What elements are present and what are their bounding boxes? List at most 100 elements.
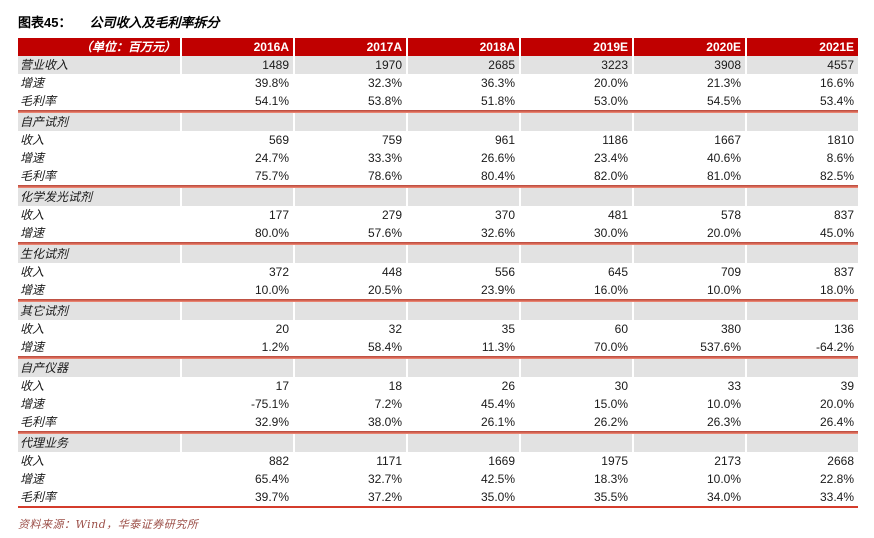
- empty-cell: [180, 434, 293, 452]
- value-cell: 32.7%: [293, 470, 406, 488]
- section-separator-line: [18, 185, 858, 188]
- empty-cell: [519, 302, 632, 320]
- value-cell: 10.0%: [632, 281, 745, 299]
- data-row: 收入 882 1171 1669 1975 2173 2668: [18, 452, 858, 470]
- row-label: 收入: [20, 322, 45, 336]
- value-cell: 578: [632, 206, 745, 224]
- value-cell: 1975: [519, 452, 632, 470]
- year-header-2017a: 2017A: [293, 38, 406, 56]
- value-cell: 60: [519, 320, 632, 338]
- value-cell: 33.3%: [293, 149, 406, 167]
- value-cell: 370: [406, 206, 519, 224]
- value-cell: 10.0%: [632, 395, 745, 413]
- data-row: 增速 24.7% 33.3% 26.6% 23.4% 40.6% 8.6%: [18, 149, 858, 167]
- data-row: 增速 1.2% 58.4% 11.3% 70.0% 537.6% -64.2%: [18, 338, 858, 356]
- row-label: 毛利率: [20, 94, 57, 108]
- section-header-row: 自产试剂: [18, 113, 858, 131]
- value-cell: 961: [406, 131, 519, 149]
- value-cell: 58.4%: [293, 338, 406, 356]
- value-cell: 23.9%: [406, 281, 519, 299]
- row-label: 增速: [20, 151, 45, 165]
- data-row: 收入 17 18 26 30 33 39: [18, 377, 858, 395]
- empty-cell: [293, 188, 406, 206]
- empty-cell: [745, 188, 858, 206]
- empty-cell: [293, 245, 406, 263]
- value-cell: 32: [293, 320, 406, 338]
- data-row: 收入 372 448 556 645 709 837: [18, 263, 858, 281]
- section-separator-line: [18, 242, 858, 245]
- value-cell: 17: [180, 377, 293, 395]
- data-row: 营业收入 1489 1970 2685 3223 3908 4557: [18, 56, 858, 74]
- empty-cell: [293, 359, 406, 377]
- value-cell: 18: [293, 377, 406, 395]
- value-cell: 759: [293, 131, 406, 149]
- row-label: 增速: [20, 340, 45, 354]
- value-cell: 556: [406, 263, 519, 281]
- section-separator: [18, 242, 858, 245]
- year-header-2016a: 2016A: [180, 38, 293, 56]
- value-cell: 3223: [519, 56, 632, 74]
- empty-cell: [406, 359, 519, 377]
- year-header-2020e: 2020E: [632, 38, 745, 56]
- value-cell: 16.6%: [745, 74, 858, 92]
- empty-cell: [519, 245, 632, 263]
- value-cell: 32.3%: [293, 74, 406, 92]
- value-cell: 34.0%: [632, 488, 745, 506]
- value-cell: 40.6%: [632, 149, 745, 167]
- value-cell: 448: [293, 263, 406, 281]
- empty-cell: [632, 188, 745, 206]
- value-cell: 33: [632, 377, 745, 395]
- empty-cell: [293, 302, 406, 320]
- revenue-margin-table: （单位：百万元） 2016A 2017A 2018A 2019E 2020E 2…: [18, 38, 858, 508]
- value-cell: 10.0%: [632, 470, 745, 488]
- value-cell: 21.3%: [632, 74, 745, 92]
- section-header-row: 生化试剂: [18, 245, 858, 263]
- value-cell: 709: [632, 263, 745, 281]
- empty-cell: [632, 113, 745, 131]
- section-header-row: 其它试剂: [18, 302, 858, 320]
- value-cell: 33.4%: [745, 488, 858, 506]
- value-cell: 35.5%: [519, 488, 632, 506]
- row-label: 收入: [20, 454, 45, 468]
- section-title: 生化试剂: [18, 245, 180, 263]
- data-row: 增速 80.0% 57.6% 32.6% 30.0% 20.0% 45.0%: [18, 224, 858, 242]
- value-cell: 1.2%: [180, 338, 293, 356]
- year-header-2018a: 2018A: [406, 38, 519, 56]
- empty-cell: [745, 434, 858, 452]
- row-label: 毛利率: [20, 169, 57, 183]
- row-label: 收入: [20, 208, 45, 222]
- empty-cell: [745, 113, 858, 131]
- empty-cell: [406, 113, 519, 131]
- value-cell: 1489: [180, 56, 293, 74]
- value-cell: 537.6%: [632, 338, 745, 356]
- row-label: 增速: [20, 283, 45, 297]
- value-cell: 32.9%: [180, 413, 293, 431]
- value-cell: 81.0%: [632, 167, 745, 185]
- data-row: 毛利率 32.9% 38.0% 26.1% 26.2% 26.3% 26.4%: [18, 413, 858, 431]
- row-label: 增速: [20, 472, 45, 486]
- value-cell: 42.5%: [406, 470, 519, 488]
- section-separator-line: [18, 299, 858, 302]
- data-row: 增速 10.0% 20.5% 23.9% 16.0% 10.0% 18.0%: [18, 281, 858, 299]
- value-cell: 3908: [632, 56, 745, 74]
- value-cell: 26: [406, 377, 519, 395]
- value-cell: 26.3%: [632, 413, 745, 431]
- source-note: 资料来源：Wind，华泰证券研究所: [18, 516, 858, 532]
- value-cell: 1171: [293, 452, 406, 470]
- section-title: 其它试剂: [18, 302, 180, 320]
- section-title: 化学发光试剂: [18, 188, 180, 206]
- value-cell: 1669: [406, 452, 519, 470]
- value-cell: 20.0%: [632, 224, 745, 242]
- value-cell: 11.3%: [406, 338, 519, 356]
- value-cell: 26.2%: [519, 413, 632, 431]
- section-separator: [18, 185, 858, 188]
- empty-cell: [519, 113, 632, 131]
- value-cell: 20.0%: [519, 74, 632, 92]
- value-cell: 279: [293, 206, 406, 224]
- data-row: 增速 39.8% 32.3% 36.3% 20.0% 21.3% 16.6%: [18, 74, 858, 92]
- empty-cell: [406, 302, 519, 320]
- value-cell: 65.4%: [180, 470, 293, 488]
- section-title: 自产试剂: [18, 113, 180, 131]
- value-cell: 26.4%: [745, 413, 858, 431]
- value-cell: 24.7%: [180, 149, 293, 167]
